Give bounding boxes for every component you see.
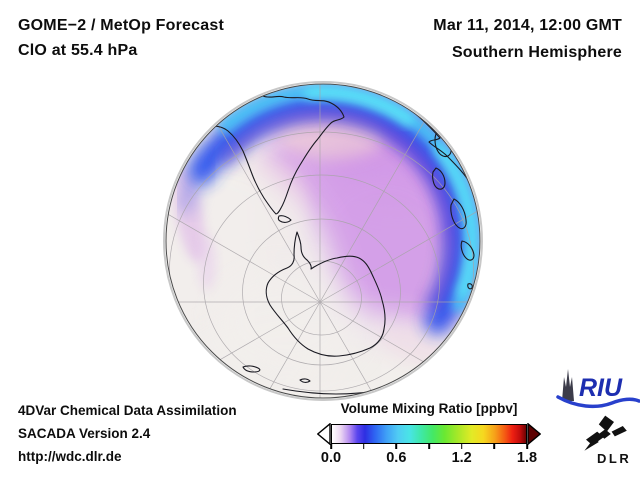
species-level-title: ClO at 55.4 hPa (18, 42, 138, 59)
globe-limb-outer (163, 81, 483, 401)
assimilation-label: 4DVar Chemical Data Assimilation (18, 403, 237, 418)
coast-island-2 (432, 167, 446, 190)
pale-wash (212, 267, 362, 377)
coast-island-4 (467, 283, 473, 290)
hemisphere-label: Southern Hemisphere (451, 44, 622, 61)
tick-label: 0.6 (386, 450, 407, 466)
tick-label: 0.0 (320, 450, 342, 466)
colorbar (317, 423, 541, 445)
minor-tick (526, 444, 528, 449)
minor-tick (428, 444, 430, 449)
minor-tick (362, 444, 365, 449)
colorbar-tick-labels: 0.0 0.6 1.2 1.8 (321, 450, 537, 466)
instrument-title: GOME−2 / MetOp Forecast (18, 17, 224, 34)
minor-tick (395, 444, 398, 449)
coast-island-5 (299, 378, 311, 383)
riu-wordmark: RIU (579, 374, 623, 402)
band-cyan-top (303, 87, 414, 128)
left-arrow-shape (317, 423, 331, 445)
tick-label: 1.8 (516, 450, 538, 466)
coast-island-3 (450, 198, 467, 230)
right-arrow-shape (527, 423, 541, 445)
colorbar-left-arrow-icon (317, 423, 331, 445)
coast-tierra-del-fuego (277, 215, 292, 223)
dlr-wordmark: DLR (597, 451, 632, 466)
minor-tick (460, 444, 463, 449)
colorbar-gradient (331, 424, 527, 444)
violet-wisp (173, 163, 205, 263)
dlr-emblem-icon (584, 415, 627, 451)
datetime-label: Mar 11, 2014, 12:00 GMT (433, 17, 622, 34)
band-cyan-right (432, 144, 476, 298)
violet-wisp (198, 234, 216, 290)
tick-label: 1.2 (451, 450, 472, 466)
colorbar-right-arrow-icon (527, 423, 541, 445)
graticule (168, 84, 478, 398)
band-dark-inner (219, 108, 456, 311)
coast-island-6 (242, 365, 261, 373)
version-label: SACADA Version 2.4 (18, 426, 151, 441)
minor-tick (330, 444, 332, 449)
coast-tasmania (460, 240, 475, 261)
coast-antarctica (265, 231, 386, 357)
dlr-logo (584, 415, 627, 451)
riu-logo: RIU (556, 369, 640, 409)
coast-south-america (212, 94, 345, 215)
clo-field (166, 84, 480, 398)
minor-tick (493, 444, 496, 449)
riu-cathedral-icon (562, 369, 574, 401)
globe-limb (165, 83, 481, 399)
colorbar-ticks (330, 444, 528, 450)
url-label: http://wdc.dlr.de (18, 449, 122, 464)
blue-band (176, 84, 480, 335)
colorbar-title: Volume Mixing Ratio [ppbv] (340, 401, 518, 416)
riu-swoosh-icon (556, 395, 640, 409)
band-main (188, 87, 477, 335)
